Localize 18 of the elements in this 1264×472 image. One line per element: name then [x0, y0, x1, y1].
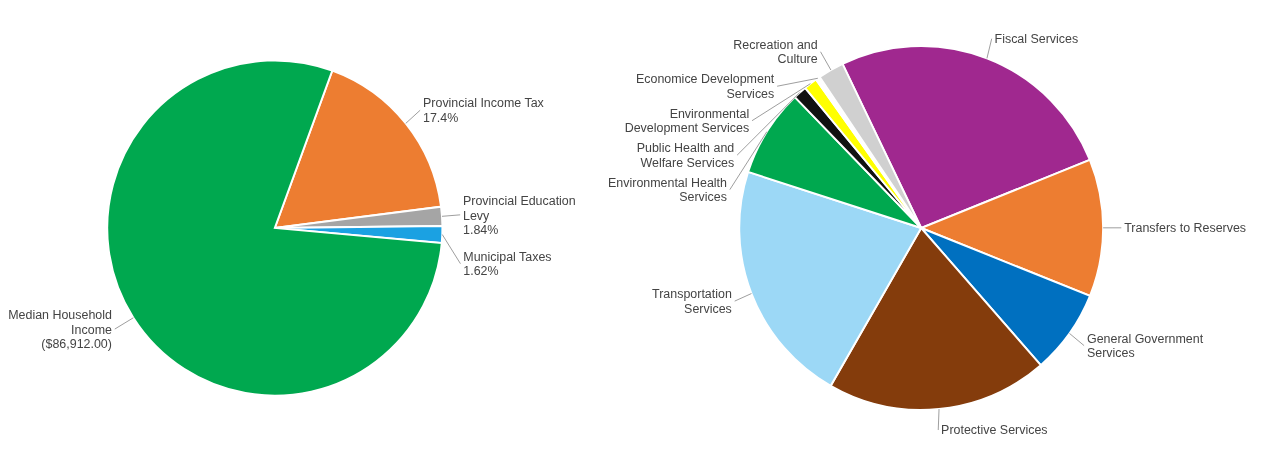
slice-label: Municipal Taxes — [463, 249, 552, 264]
text: ($86,912.00) — [41, 337, 112, 352]
slice-label: General Government Services — [1086, 331, 1204, 361]
slice-label: Public Health and Welfare Services — [636, 141, 735, 170]
slice-label: Environmental Health Services — [608, 175, 728, 205]
slice-label: Provincial Education Levy — [463, 194, 576, 223]
slice-label: Protective Services — [941, 422, 1048, 437]
slice-label: Transportation Services — [652, 287, 732, 316]
slice-label: Fiscal Services — [994, 31, 1079, 46]
data-label: 1.62% — [463, 264, 499, 279]
slice-label: Economice Development Services — [635, 72, 775, 101]
slice-label: Environmental Development Services — [624, 106, 750, 136]
slice-label: Median Household Income — [8, 308, 112, 337]
data-label: 1.84% — [463, 223, 499, 238]
slice-label: Provincial Income Tax — [423, 96, 545, 111]
data-label: 17.4% — [423, 110, 459, 125]
slice-label: Transfers to Reserves — [1124, 220, 1247, 235]
slice-label: Recreation and Culture — [733, 37, 818, 67]
